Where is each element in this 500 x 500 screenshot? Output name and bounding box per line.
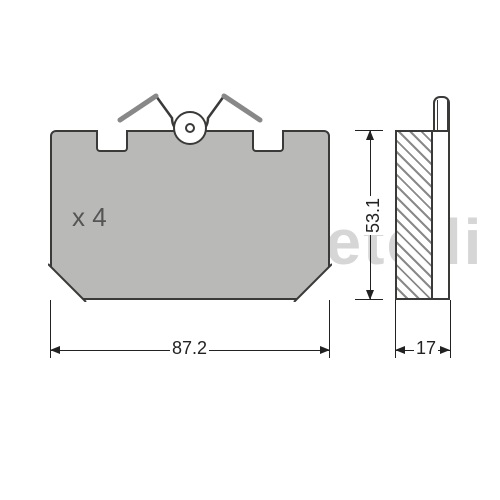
- dim-thick-arrow-l: [395, 346, 405, 354]
- dim-thick-ext-right: [450, 300, 451, 358]
- dim-height-arrow-u: [366, 130, 374, 140]
- dim-thick-arrow-r: [440, 346, 450, 354]
- quantity-label: x 4: [72, 202, 107, 233]
- dim-height-value: 53.1: [363, 196, 384, 235]
- side-clip-top-inner: [437, 100, 448, 130]
- spring-clip: [120, 78, 260, 158]
- diagram-canvas: metelli x 4: [0, 0, 500, 500]
- chamfer-br-line: [290, 260, 332, 302]
- brake-pad-side-view: [395, 130, 450, 300]
- dim-height-arrow-d: [366, 290, 374, 300]
- dim-width-value: 87.2: [170, 338, 209, 359]
- dim-width-arrow-l: [50, 346, 60, 354]
- dim-thick-value: 17: [414, 338, 438, 359]
- chamfer-bl-line: [48, 260, 90, 302]
- quantity-text: x 4: [72, 202, 107, 232]
- side-backplate: [433, 130, 450, 300]
- dim-width-arrow-r: [320, 346, 330, 354]
- side-friction: [395, 130, 433, 300]
